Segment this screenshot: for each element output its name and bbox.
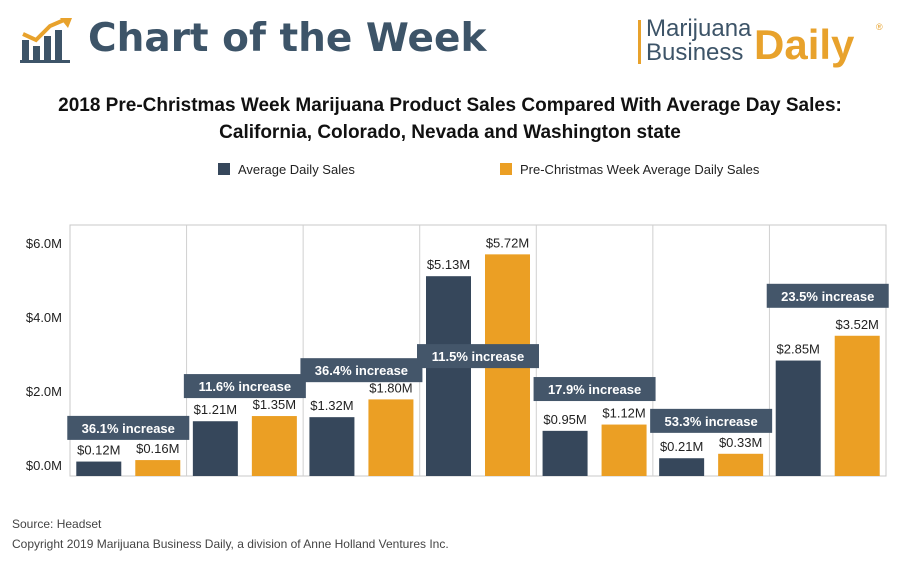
increase-badge (650, 408, 773, 433)
legend-item-average: Average Daily Sales (218, 160, 355, 180)
chart-title-line2: California, Colorado, Nevada and Washing… (219, 122, 681, 143)
source-note: Source: Headset (12, 517, 102, 531)
brand-line2: Business (646, 39, 744, 66)
legend-label-average: Average Daily Sales (238, 162, 355, 177)
data-label: $0.12M (77, 443, 120, 458)
legend-swatch-average (218, 163, 230, 175)
legend: Average Daily Sales Pre-Christmas Week A… (0, 160, 900, 180)
bar-average (659, 458, 705, 476)
legend-item-pre-christmas: Pre-Christmas Week Average Daily Sales (500, 160, 759, 180)
bar-average (775, 360, 821, 476)
increase-label: 11.5% increase (432, 349, 525, 364)
increase-badge (417, 344, 539, 369)
data-label: $0.95M (543, 412, 586, 427)
increase-label: 36.1% increase (82, 421, 175, 436)
bar-pre-christmas (135, 460, 181, 476)
bar-pre-christmas (368, 399, 414, 476)
bar-average (76, 461, 122, 476)
data-label: $5.72M (486, 235, 529, 250)
y-tick-label: $2.0M (26, 384, 62, 399)
data-label: $3.52M (836, 317, 879, 332)
legend-swatch-pre-christmas (500, 163, 512, 175)
bar-average (192, 421, 238, 476)
brand-accent-bar (638, 20, 641, 64)
data-label: $2.85M (777, 342, 820, 357)
bar-pre-christmas (601, 424, 647, 476)
increase-badge (183, 374, 306, 399)
increase-badge (300, 358, 423, 383)
increase-label: 17.9% increase (548, 382, 641, 397)
increase-badge (67, 415, 190, 440)
increase-label: 36.4% increase (315, 363, 408, 378)
plot-frame (69, 224, 887, 477)
y-tick-label: $0.0M (26, 458, 62, 473)
data-label: $1.21M (194, 402, 237, 417)
data-label: $0.33M (719, 435, 762, 450)
increase-badge (766, 283, 889, 308)
data-label: $1.80M (369, 380, 412, 395)
data-label: $1.12M (602, 406, 645, 421)
bar-pre-christmas (718, 453, 764, 476)
brand-logo: Marijuana Business Daily ® (638, 16, 888, 72)
data-label: $5.13M (427, 257, 470, 272)
bar-average (309, 417, 355, 476)
data-label: $1.32M (310, 398, 353, 413)
bar-pre-christmas (251, 416, 297, 476)
increase-label: 23.5% increase (781, 289, 874, 304)
y-tick-label: $4.0M (26, 310, 62, 325)
increase-badge (533, 377, 656, 402)
copyright-note: Copyright 2019 Marijuana Business Daily,… (12, 537, 449, 551)
increase-label: 11.6% increase (199, 379, 292, 394)
y-tick-label: $6.0M (26, 236, 62, 251)
chart-title-line1: 2018 Pre-Christmas Week Marijuana Produc… (58, 95, 842, 116)
legend-label-pre-christmas: Pre-Christmas Week Average Daily Sales (520, 162, 760, 177)
bar-average (426, 276, 471, 476)
bar-pre-christmas (834, 335, 880, 476)
data-label: $1.35M (253, 397, 296, 412)
bar-chart-trend-icon (20, 18, 72, 63)
page-title: Chart of the Week (88, 16, 487, 61)
data-label: $0.21M (660, 439, 703, 454)
increase-label: 53.3% increase (665, 414, 758, 429)
brand-registered-mark: ® (876, 22, 883, 32)
bar-chart: $0.0M$2.0M$4.0M$6.0M$0.12M$0.16MBeverage… (26, 224, 889, 477)
brand-line1: Marijuana (646, 15, 752, 42)
brand-daily: Daily (754, 21, 855, 68)
data-label: $0.16M (136, 441, 179, 456)
header: Chart of the Week Marijuana Business Dai… (0, 0, 900, 78)
bar-average (542, 430, 588, 476)
